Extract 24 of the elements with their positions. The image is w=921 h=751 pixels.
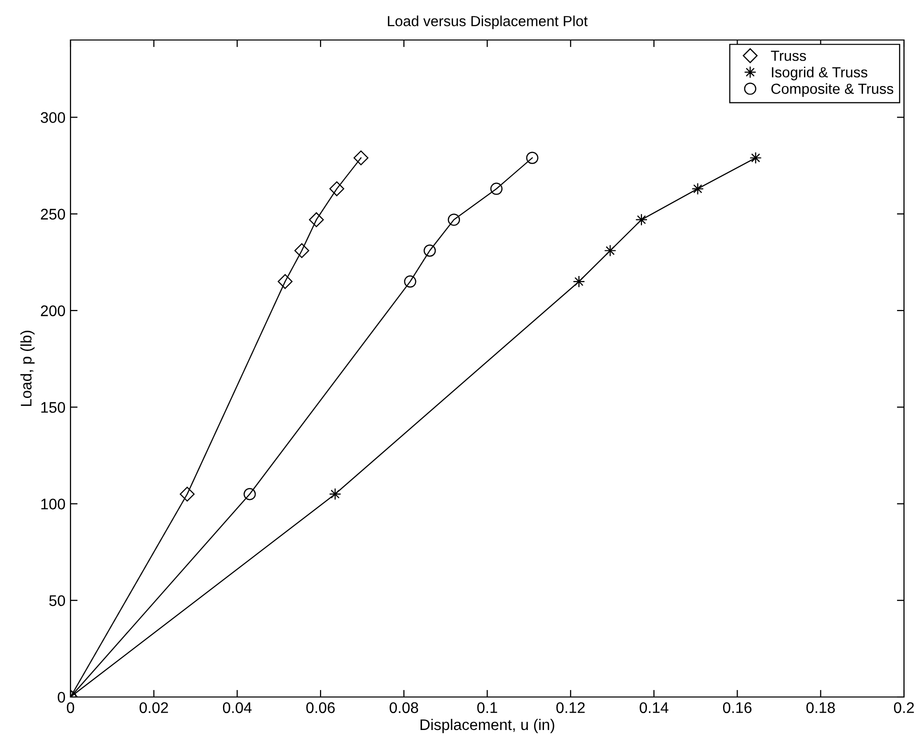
x-tick-label: 0: [66, 702, 74, 714]
y-axis-title: Load, p (lb): [20, 330, 35, 406]
y-tick-label: 150: [41, 402, 66, 413]
chart-title: Load versus Displacement Plot: [388, 16, 588, 30]
legend-label: Composite & Truss: [771, 83, 894, 97]
y-tick-label: 300: [40, 112, 66, 123]
y-tick-label: 200: [40, 305, 66, 316]
y-tick-label: 250: [40, 208, 66, 220]
x-tick-label: 0.14: [640, 702, 668, 714]
y-tick-label: 50: [49, 595, 66, 606]
x-tick-label: 0.12: [556, 702, 585, 714]
x-axis-title: Displacement, u (in): [420, 718, 554, 734]
x-tick-label: 0.16: [723, 702, 752, 714]
y-tick-label: 0: [58, 692, 66, 703]
y-tick-label: 100: [41, 498, 66, 510]
x-tick-label: 0.04: [222, 702, 252, 714]
x-tick-label: 0.1: [477, 702, 498, 714]
x-tick-label: 0.2: [894, 702, 914, 714]
x-tick-label: 0.02: [140, 702, 168, 714]
x-tick-label: 0.08: [390, 702, 418, 714]
legend-label: Isogrid & Truss: [772, 66, 868, 80]
x-tick-label: 0.06: [306, 702, 335, 714]
x-tick-label: 0.18: [806, 702, 835, 714]
legend-label: Truss: [770, 50, 806, 61]
